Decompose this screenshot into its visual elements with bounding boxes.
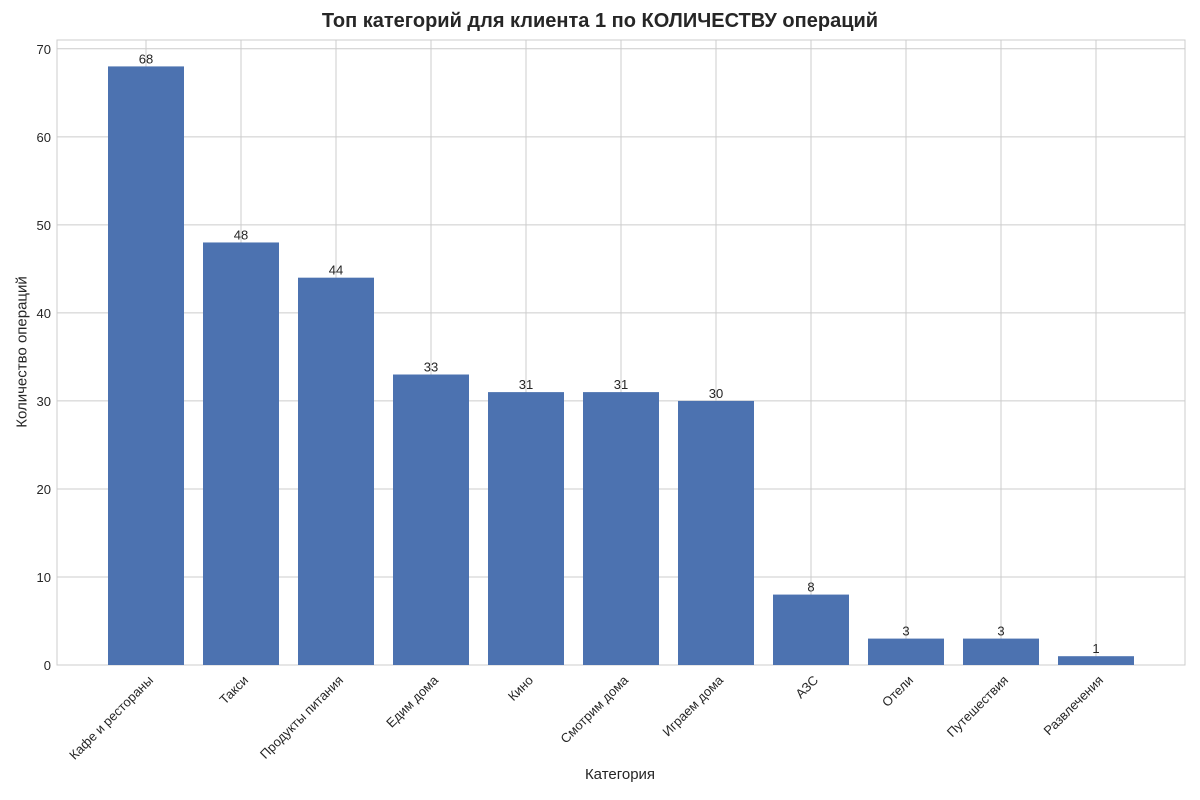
bar xyxy=(1058,656,1134,665)
data-label: 44 xyxy=(329,263,343,278)
data-label: 48 xyxy=(234,227,248,242)
y-tick-label: 30 xyxy=(37,394,51,409)
x-tick-label: Путешествия xyxy=(944,673,1011,740)
x-tick-label: Отели xyxy=(879,673,916,710)
bar xyxy=(488,392,564,665)
data-label: 1 xyxy=(1092,641,1099,656)
y-tick-label: 0 xyxy=(44,658,51,673)
bar xyxy=(108,66,184,665)
x-tick-label: Развлечения xyxy=(1041,673,1107,739)
x-tick-label: Едим дома xyxy=(383,672,442,731)
data-label: 3 xyxy=(902,624,909,639)
bar xyxy=(393,374,469,665)
x-tick-label: Кафе и рестораны xyxy=(66,673,156,763)
y-tick-label: 60 xyxy=(37,130,51,145)
x-tick-label: Смотрим дома xyxy=(557,672,631,746)
y-tick-label: 40 xyxy=(37,306,51,321)
data-label: 68 xyxy=(139,51,153,66)
bar xyxy=(678,400,754,665)
x-tick-label: АЗС xyxy=(792,673,821,702)
data-label: 31 xyxy=(519,377,533,392)
y-axis-label: Количество операций xyxy=(13,276,31,428)
bar xyxy=(963,638,1039,665)
y-tick-label: 10 xyxy=(37,570,51,585)
x-tick-label: Такси xyxy=(216,673,251,708)
bar xyxy=(583,392,659,665)
data-label: 30 xyxy=(709,386,723,401)
y-tick-label: 20 xyxy=(37,482,51,497)
x-axis-label: Категория xyxy=(584,766,656,783)
data-label: 33 xyxy=(424,360,438,375)
x-tick-label: Играем дома xyxy=(659,672,726,739)
x-tick-label: Кино xyxy=(505,673,536,704)
bar xyxy=(773,594,849,665)
bar xyxy=(203,242,279,665)
bar xyxy=(868,638,944,665)
data-label: 8 xyxy=(807,580,814,595)
bar xyxy=(298,277,374,665)
data-label: 3 xyxy=(997,624,1004,639)
chart-title: Топ категорий для клиента 1 по КОЛИЧЕСТВ… xyxy=(321,10,879,32)
data-label: 31 xyxy=(614,377,628,392)
y-tick-label: 50 xyxy=(37,218,51,233)
y-tick-label: 70 xyxy=(37,42,51,57)
x-tick-label: Продукты питания xyxy=(257,673,346,762)
